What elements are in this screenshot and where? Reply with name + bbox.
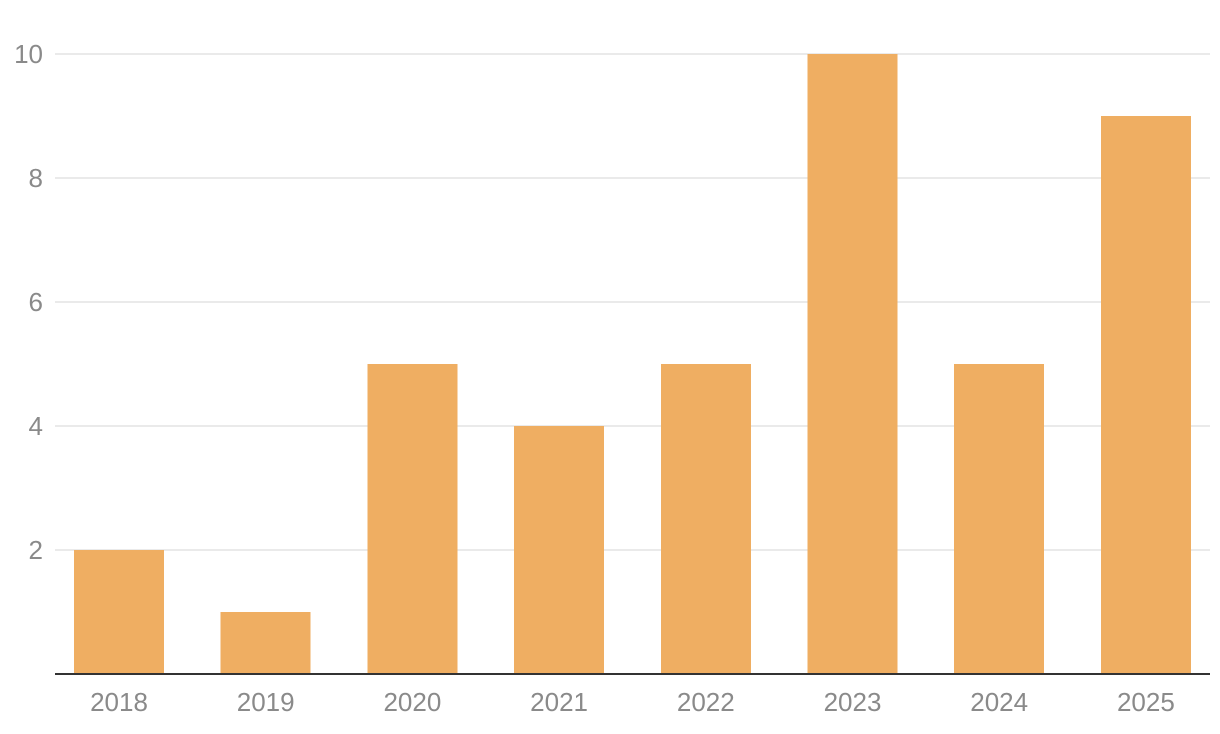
x-tick-label: 2018 — [90, 687, 148, 717]
bar-2024 — [954, 364, 1045, 674]
bar-2021 — [514, 426, 605, 674]
bar-2020 — [367, 364, 458, 674]
bar-2019 — [220, 612, 311, 674]
x-tick-label: 2021 — [530, 687, 588, 717]
y-tick-label: 4 — [29, 411, 43, 441]
y-axis-ticks: 2 4 6 8 10 — [14, 39, 43, 565]
y-tick-label: 2 — [29, 535, 43, 565]
x-tick-label: 2022 — [677, 687, 735, 717]
bar-2023 — [807, 54, 898, 674]
bar-2025 — [1100, 116, 1191, 674]
x-tick-label: 2023 — [824, 687, 882, 717]
bar-2022 — [660, 364, 751, 674]
x-tick-label: 2025 — [1117, 687, 1175, 717]
y-tick-label: 10 — [14, 39, 43, 69]
x-tick-label: 2020 — [383, 687, 441, 717]
y-tick-label: 6 — [29, 287, 43, 317]
x-tick-label: 2024 — [970, 687, 1028, 717]
x-tick-label: 2019 — [237, 687, 295, 717]
x-axis-ticks: 2018 2019 2020 2021 2022 2023 2024 2025 — [90, 687, 1175, 717]
bar-2018 — [74, 550, 164, 674]
y-tick-label: 8 — [29, 163, 43, 193]
bars — [74, 54, 1191, 674]
